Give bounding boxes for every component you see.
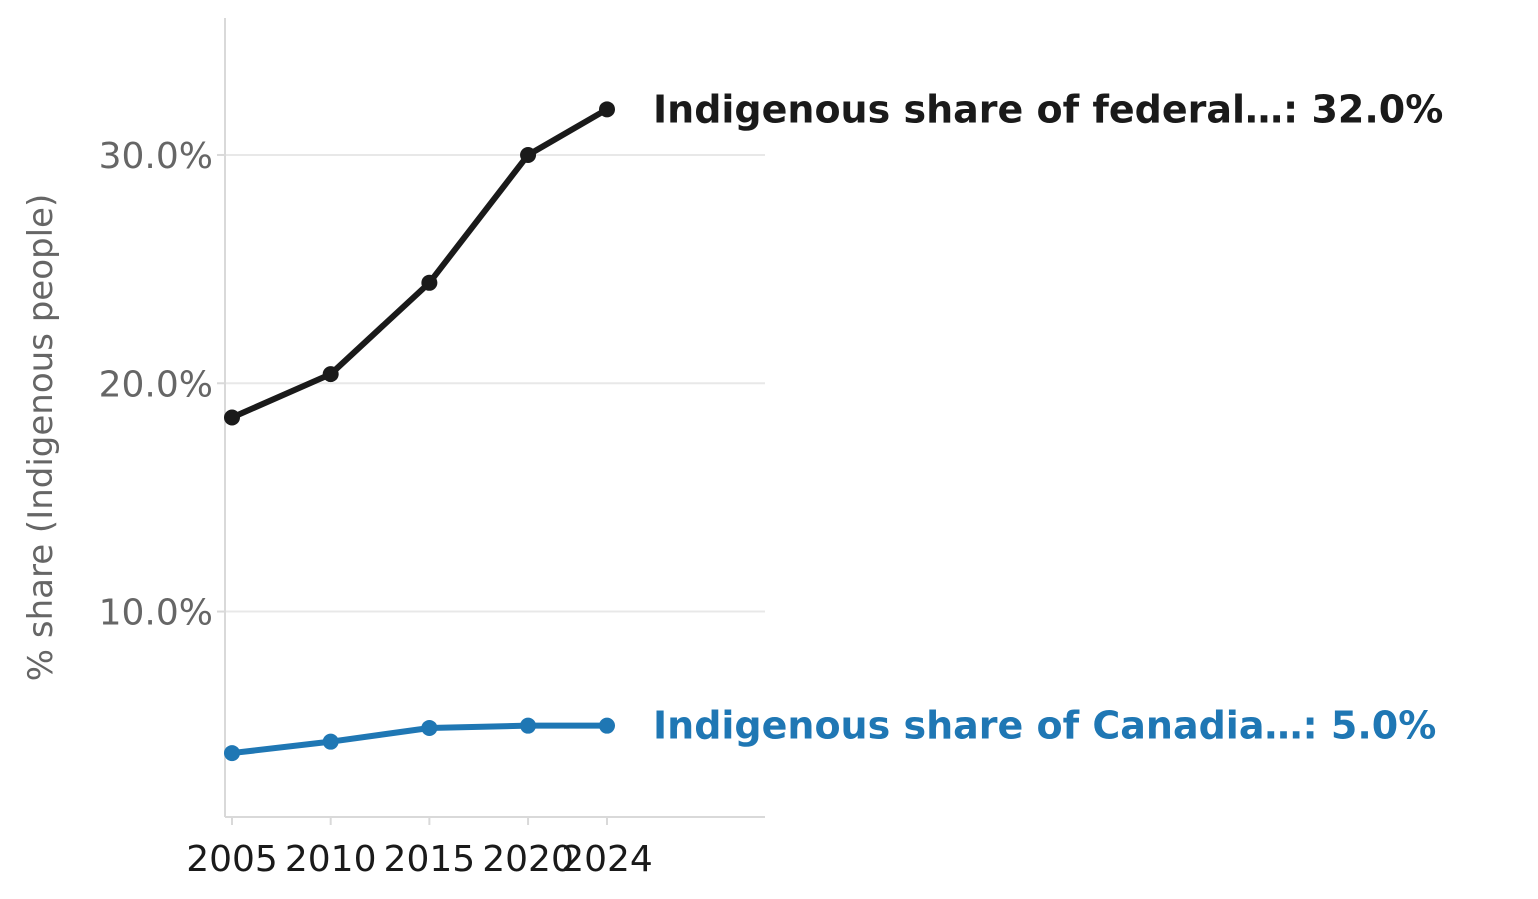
x-tick-label: 2015 <box>384 839 476 880</box>
data-point <box>421 274 438 291</box>
data-point <box>322 733 339 750</box>
x-tick-label: 2020 <box>482 839 574 880</box>
x-tick-label: 2005 <box>186 839 278 880</box>
x-tick-label: 2024 <box>561 839 653 880</box>
y-tick-label: 20.0% <box>99 364 213 405</box>
data-point <box>599 101 615 118</box>
y-tick-label: 10.0% <box>99 593 213 634</box>
data-point <box>520 146 537 163</box>
data-point <box>224 745 240 762</box>
data-point <box>599 717 615 734</box>
data-point <box>520 717 537 734</box>
data-point <box>224 409 240 426</box>
y-axis-ticks: 10.0% 20.0% 30.0% <box>99 136 225 634</box>
series-end-label: Indigenous share of federal…: 32.0% <box>653 87 1443 131</box>
series-2: Indigenous share of Canadia…: 5.0% <box>224 704 1436 762</box>
series-1: Indigenous share of federal…: 32.0% <box>224 87 1443 426</box>
y-tick-label: 30.0% <box>99 136 213 177</box>
x-tick-label: 2010 <box>285 839 377 880</box>
y-axis-title: % share (Indigenous people) <box>21 194 61 681</box>
data-point <box>421 719 438 736</box>
series-line <box>229 722 610 757</box>
data-point <box>322 366 339 383</box>
series-layer: Indigenous share of federal…: 32.0% Indig… <box>224 87 1443 762</box>
series-end-label: Indigenous share of Canadia…: 5.0% <box>653 704 1436 748</box>
